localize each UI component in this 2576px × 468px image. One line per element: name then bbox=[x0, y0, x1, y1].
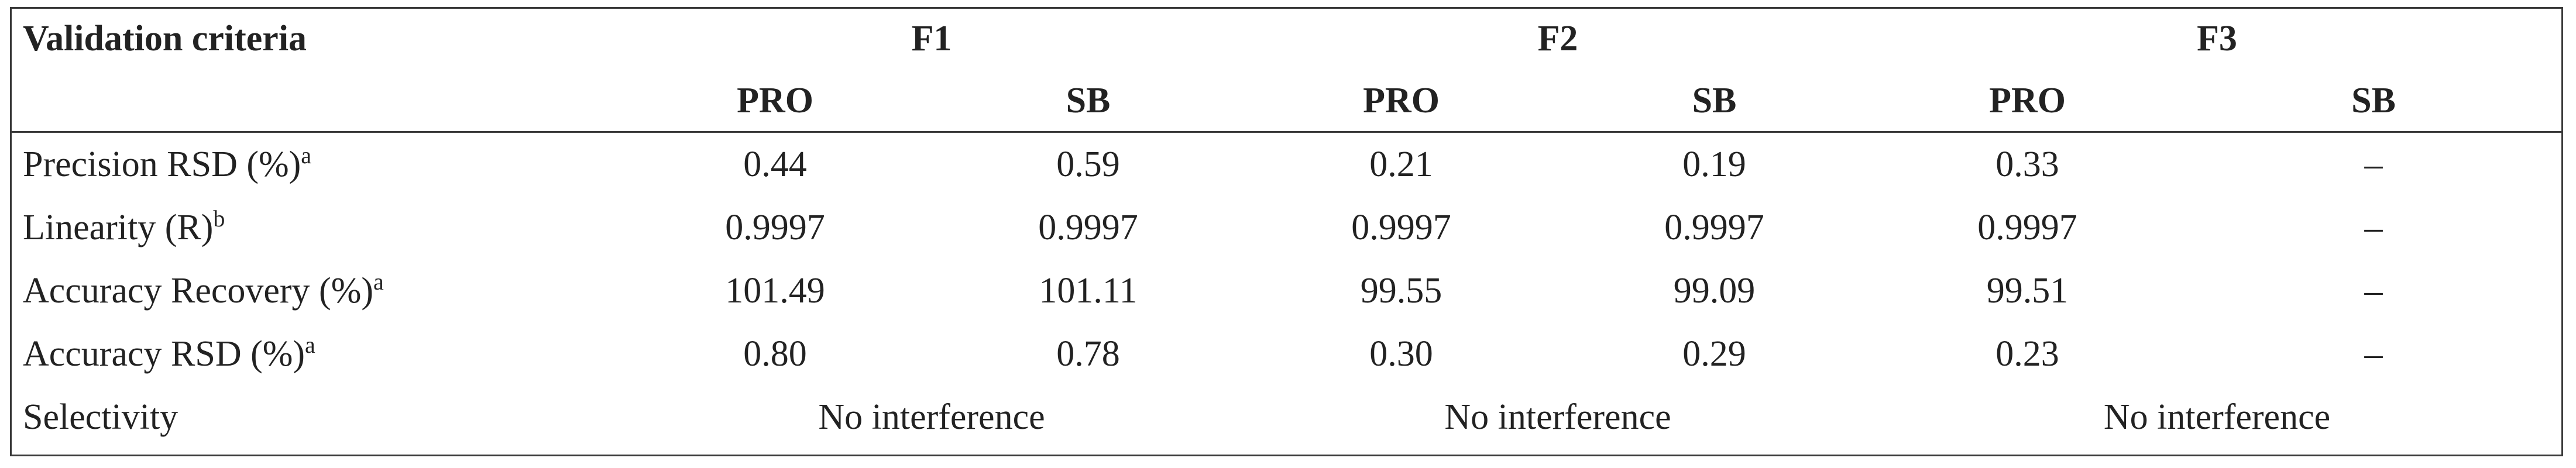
row-label: Selectivity bbox=[23, 397, 178, 437]
selectivity-f1: No interference bbox=[818, 397, 1045, 437]
table-cell: – bbox=[2364, 270, 2383, 311]
table-cell: 0.80 bbox=[743, 333, 807, 374]
sub-header-f1-sb: SB bbox=[932, 70, 1245, 133]
table-cell: – bbox=[2364, 333, 2383, 374]
group-header-f2: F2 bbox=[1537, 18, 1578, 58]
table-cell: 99.55 bbox=[1360, 270, 1442, 311]
table-cell: 0.9997 bbox=[725, 207, 825, 247]
table-row: Accuracy Recovery (%)a 101.49 101.11 99.… bbox=[10, 259, 2563, 322]
selectivity-f2: No interference bbox=[1444, 397, 1671, 437]
table-cell: 0.19 bbox=[1682, 144, 1746, 184]
table-row: Accuracy RSD (%)a 0.80 0.78 0.30 0.29 0.… bbox=[10, 322, 2563, 386]
group-header-row: Validation criteria F1 F2 F3 bbox=[10, 7, 2563, 70]
sub-header-f2-pro: PRO bbox=[1245, 70, 1558, 133]
table-cell: 0.9997 bbox=[1351, 207, 1451, 247]
sub-header-f3-pro: PRO bbox=[1871, 70, 2184, 133]
table-cell: 0.78 bbox=[1056, 333, 1120, 374]
row-label: Linearity (R)b bbox=[10, 196, 619, 259]
table-cell: 0.59 bbox=[1056, 144, 1120, 184]
table-cell: 0.9997 bbox=[1038, 207, 1138, 247]
table-cell: 0.30 bbox=[1369, 333, 1433, 374]
row-label: Accuracy Recovery (%)a bbox=[10, 259, 619, 322]
row-label-text: Accuracy Recovery (%) bbox=[23, 270, 373, 311]
group-header-f1: F1 bbox=[911, 18, 952, 58]
row-label-text: Accuracy RSD (%) bbox=[23, 333, 305, 374]
table-cell: 99.09 bbox=[1673, 270, 1756, 311]
footnote-marker: a bbox=[301, 142, 312, 168]
table-row: Precision RSD (%)a 0.44 0.59 0.21 0.19 0… bbox=[10, 132, 2563, 197]
table-cell: 0.21 bbox=[1369, 144, 1433, 184]
footnote-marker: a bbox=[305, 331, 315, 358]
sub-header-empty bbox=[10, 70, 619, 133]
sub-header-f1-pro: PRO bbox=[619, 70, 932, 133]
table-cell: – bbox=[2364, 207, 2383, 247]
table-cell: – bbox=[2364, 144, 2383, 184]
table-cell: 0.33 bbox=[1995, 144, 2059, 184]
row-label: Precision RSD (%)a bbox=[10, 132, 619, 197]
sub-header-f3-sb: SB bbox=[2184, 70, 2563, 133]
table-cell: 99.51 bbox=[1986, 270, 2069, 311]
row-label: Accuracy RSD (%)a bbox=[10, 322, 619, 386]
table-cell: 0.9997 bbox=[1977, 207, 2077, 247]
validation-table: Validation criteria F1 F2 F3 PRO SB PRO … bbox=[10, 7, 2563, 449]
selectivity-f3: No interference bbox=[2103, 397, 2331, 437]
table-cell: 0.44 bbox=[743, 144, 807, 184]
selectivity-row: Selectivity No interference No interfere… bbox=[10, 386, 2563, 449]
row-label-text: Precision RSD (%) bbox=[23, 144, 301, 184]
sub-header-row: PRO SB PRO SB PRO SB bbox=[10, 70, 2563, 133]
corner-header: Validation criteria bbox=[23, 18, 307, 58]
footnote-marker: b bbox=[213, 205, 225, 232]
table-cell: 0.29 bbox=[1682, 333, 1746, 374]
table-cell: 101.49 bbox=[725, 270, 825, 311]
table-row: Linearity (R)b 0.9997 0.9997 0.9997 0.99… bbox=[10, 196, 2563, 259]
table-border bbox=[10, 7, 2563, 456]
sub-header-f2-sb: SB bbox=[1558, 70, 1871, 133]
table-cell: 0.23 bbox=[1995, 333, 2059, 374]
table-cell: 0.9997 bbox=[1664, 207, 1764, 247]
table-cell: 101.11 bbox=[1039, 270, 1138, 311]
footnote-marker: a bbox=[373, 268, 384, 295]
group-header-f3: F3 bbox=[2197, 18, 2237, 58]
row-label-text: Linearity (R) bbox=[23, 207, 214, 247]
